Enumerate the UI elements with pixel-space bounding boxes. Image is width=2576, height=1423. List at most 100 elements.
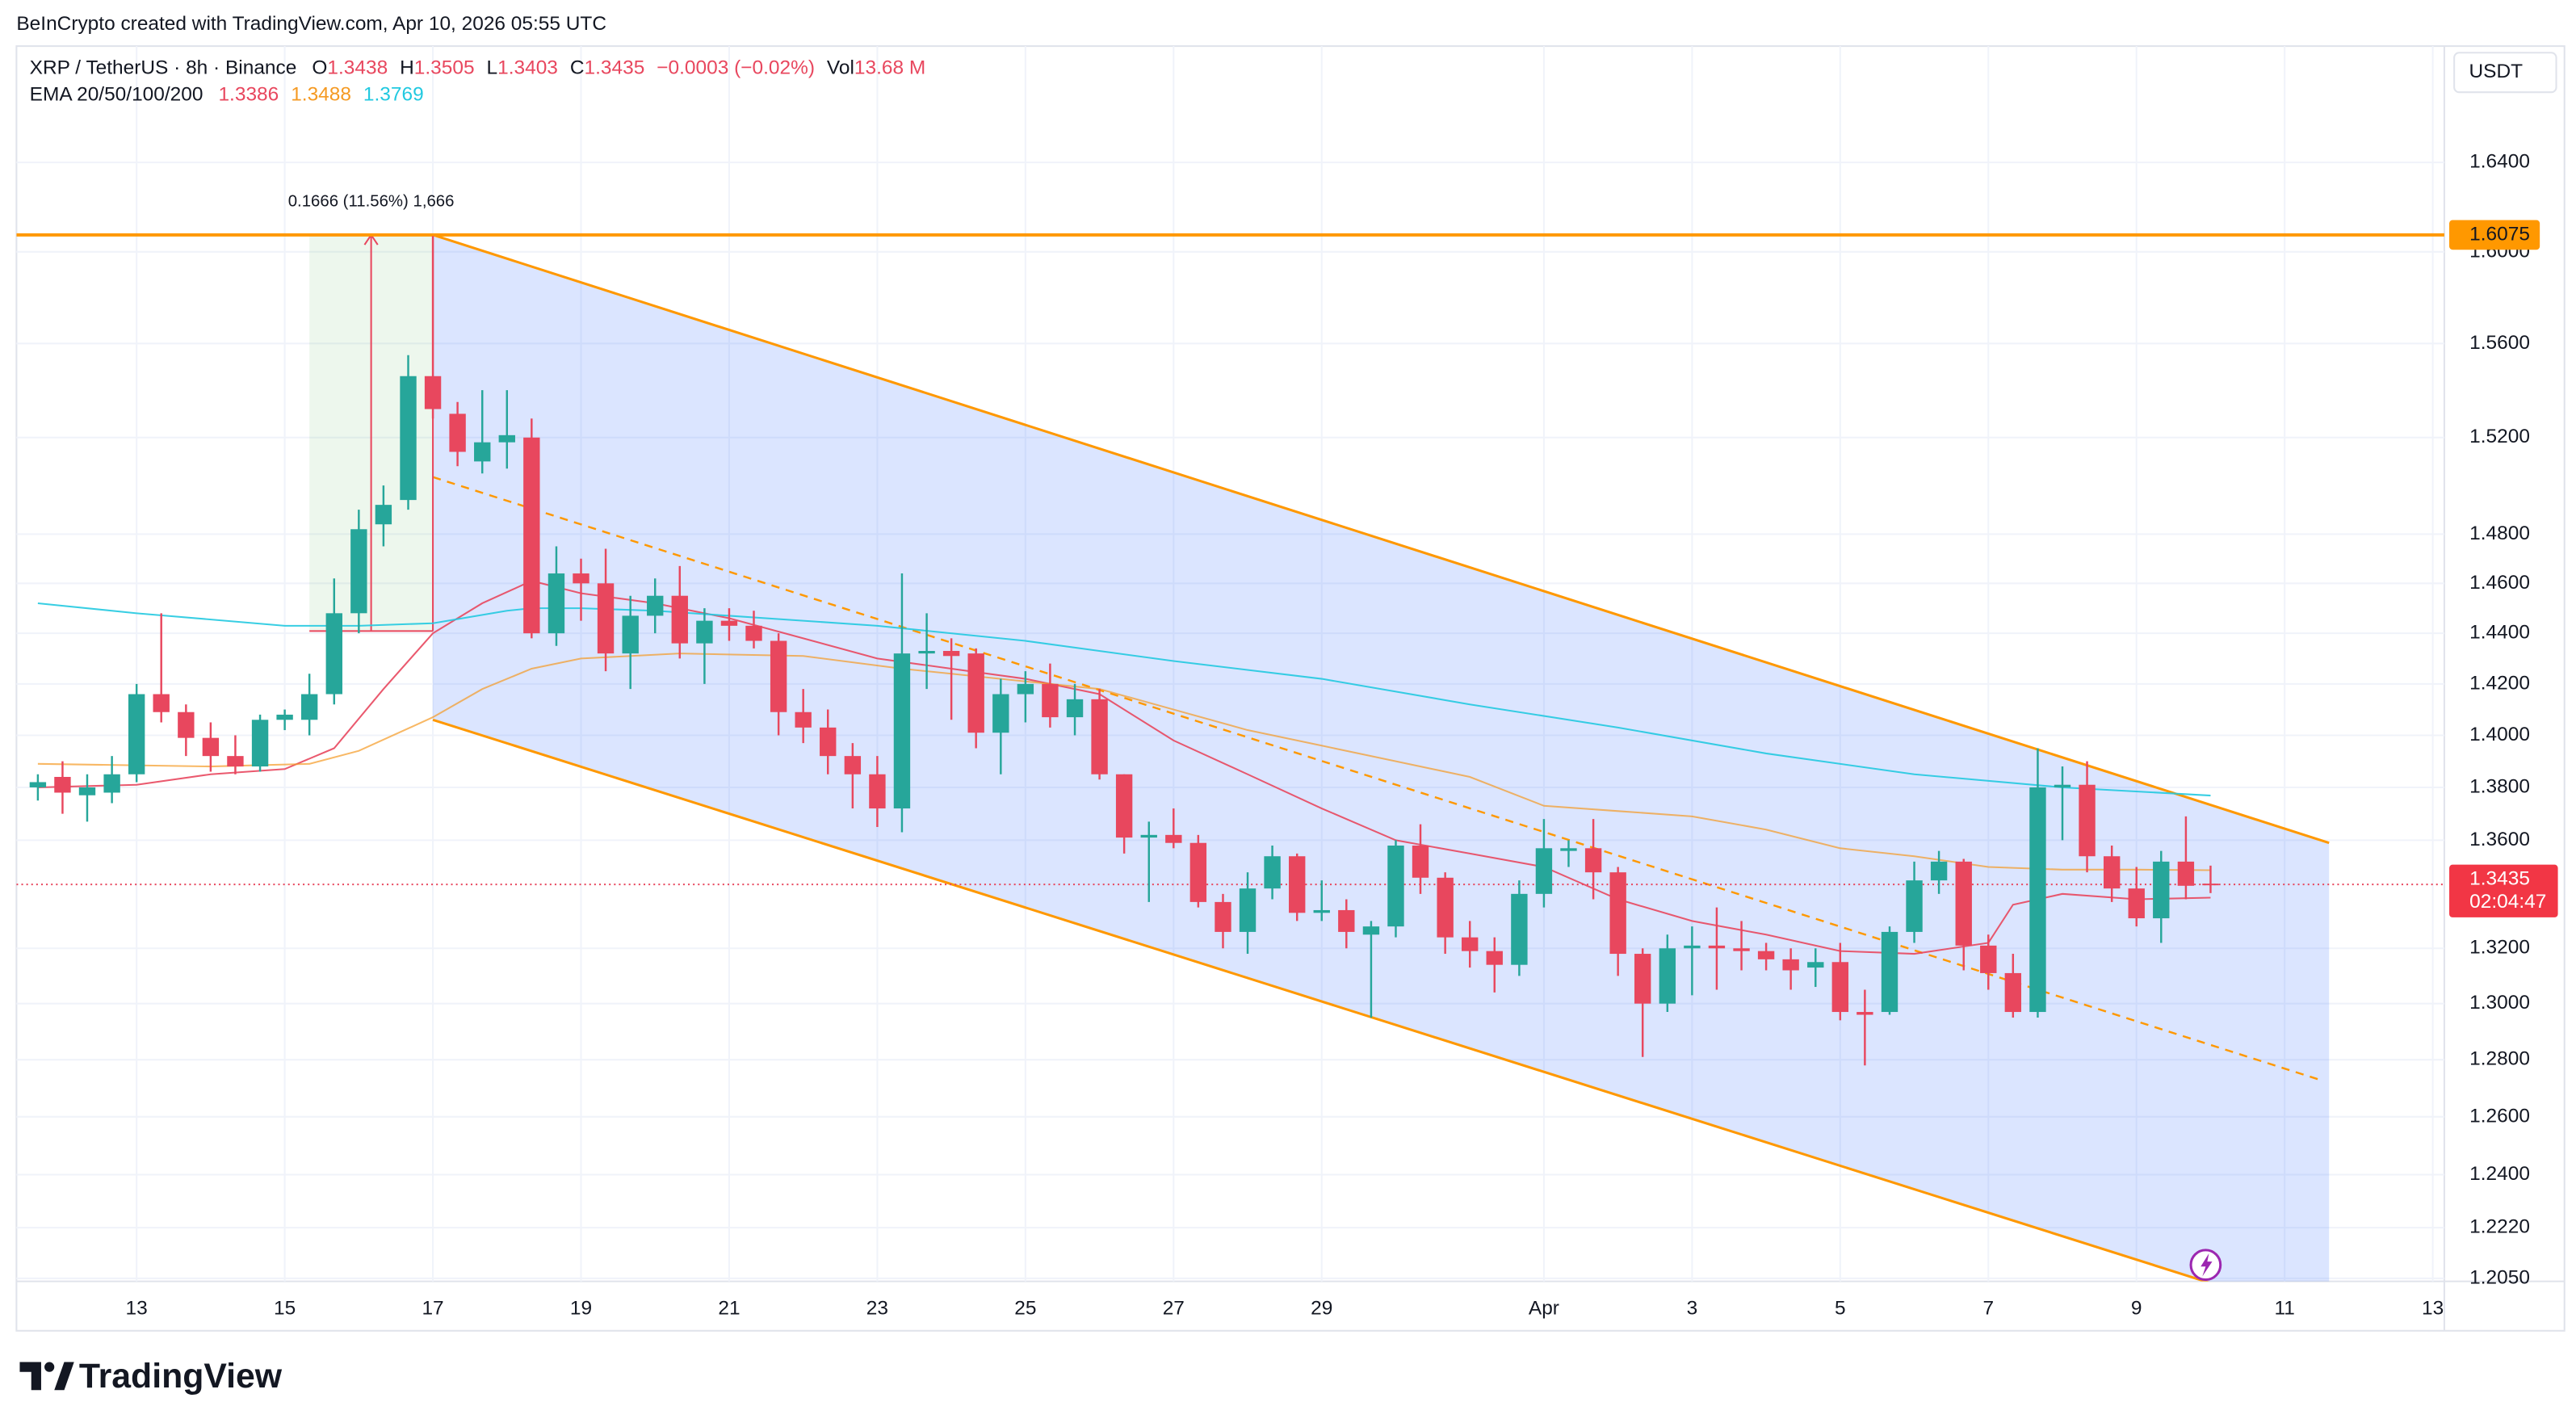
candle-body (1708, 945, 1726, 949)
candle-body (2004, 972, 2022, 1013)
candle-body (992, 694, 1009, 733)
candle-body (1831, 962, 1849, 1013)
candle-body (1239, 888, 1257, 932)
candle-body (2029, 787, 2046, 1013)
legend-value: 1.3505 (414, 57, 475, 79)
candle-body (251, 720, 269, 767)
x-tick-label: 29 (1311, 1298, 1332, 1320)
candle-body (2079, 784, 2096, 857)
chart-frame (15, 45, 2566, 1332)
candle-body (1980, 945, 1997, 973)
candle-body (103, 774, 120, 793)
y-tick-label: 1.4000 (2469, 724, 2530, 745)
candle-body (918, 651, 935, 654)
legend-value: 1.3435 (585, 57, 645, 79)
y-tick-label: 1.2600 (2469, 1105, 2530, 1127)
level-label-box (2449, 220, 2540, 250)
candle-body (893, 653, 911, 809)
candle-body (1313, 909, 1330, 913)
candle-body (2128, 888, 2145, 919)
ema-value: 1.3386 (218, 84, 279, 106)
logo-mark (54, 1362, 74, 1391)
candle-body (1412, 846, 1429, 878)
y-tick-label: 1.4800 (2469, 523, 2530, 544)
candle-body (671, 595, 688, 644)
currency-box[interactable] (2453, 52, 2557, 94)
candle-body (1042, 683, 1059, 718)
channel-lower (432, 718, 2209, 1282)
candle-body (153, 694, 170, 712)
price-label-box (2449, 864, 2558, 917)
candle-body (227, 756, 244, 767)
candle-body (1881, 931, 1898, 1013)
countdown: 02:04:47 (2469, 891, 2546, 913)
candle-body (1560, 848, 1577, 851)
y-tick-label: 1.4200 (2469, 672, 2530, 694)
candle-body (820, 727, 837, 757)
ema-line (37, 602, 2211, 797)
legend-key: L (487, 57, 498, 79)
candle-body (1362, 926, 1380, 935)
measure-label: 0.1666 (11.56%) 1,666 (288, 192, 455, 210)
y-tick-label: 1.2400 (2469, 1163, 2530, 1185)
candle-body (1511, 893, 1528, 965)
candle-body (2103, 856, 2121, 889)
alert-bolt[interactable] (2201, 1253, 2213, 1277)
candle-body (1782, 959, 1799, 971)
channel-upper (432, 233, 2330, 845)
candle-body (1338, 909, 1355, 932)
candle-body (1437, 877, 1454, 938)
candle-body (1634, 954, 1651, 1004)
candle-body (1462, 937, 1479, 951)
candle-body (375, 505, 392, 525)
indicator-name: EMA 20/50/100/200 (30, 84, 203, 106)
candle-body (1733, 948, 1750, 951)
legend-value: 1.3438 (327, 57, 388, 79)
legend-line: XRP / TetherUS · 8h · Binance O1.3438 H1… (30, 57, 926, 79)
candle-body (795, 712, 812, 728)
candle-body (844, 756, 862, 774)
candle-body (647, 595, 664, 616)
x-tick-label: 17 (422, 1298, 443, 1320)
x-tick-label: 25 (1014, 1298, 1036, 1320)
candle-body (869, 774, 886, 809)
candle-body (1017, 683, 1034, 695)
overlay: 1.64001.60001.56001.52001.48001.46001.44… (126, 151, 2558, 1320)
legend-volume: 13.68 M (854, 57, 925, 79)
x-tick-label: 7 (1982, 1298, 1994, 1320)
legend-change: −0.0003 (−0.02%) (657, 57, 815, 79)
candle-body (1856, 1012, 1873, 1015)
candle-body (523, 437, 540, 634)
x-tick-label: 13 (2422, 1298, 2444, 1320)
ema-value: 1.3769 (363, 84, 424, 106)
x-tick-label: 5 (1835, 1298, 1846, 1320)
y-tick-label: 1.3800 (2469, 775, 2530, 797)
x-tick-label: 19 (570, 1298, 592, 1320)
ema-value: 1.3488 (291, 84, 351, 106)
candle-body (276, 714, 293, 720)
candle-body (745, 625, 762, 641)
candle-body (1387, 846, 1404, 927)
candle-body (350, 529, 367, 614)
candle-body (1535, 848, 1553, 894)
logo: TradingView (19, 1357, 283, 1396)
candle-body (1930, 861, 1948, 881)
candle-body (2177, 861, 2195, 886)
candle-body (1165, 834, 1182, 843)
x-tick-label: 15 (274, 1298, 296, 1320)
candle-body (1906, 880, 1923, 932)
alert-icon[interactable] (2189, 1249, 2222, 1282)
currency[interactable]: USDT (2469, 61, 2524, 82)
y-tick-label: 1.2220 (2469, 1216, 2530, 1238)
x-tick-label: 3 (1687, 1298, 1698, 1320)
candle-body (325, 613, 342, 695)
candle-body (573, 573, 589, 584)
candle-body (1189, 842, 1207, 902)
x-tick-label: 21 (718, 1298, 740, 1320)
candle-body (1264, 856, 1281, 889)
candle-body (178, 712, 195, 738)
price-label: 1.3435 (2469, 867, 2530, 889)
y-tick-label: 1.3000 (2469, 992, 2530, 1014)
